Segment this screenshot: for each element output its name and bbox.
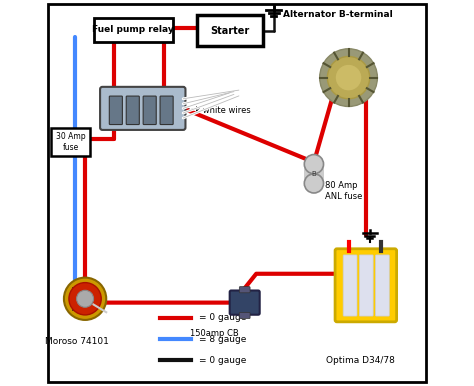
Text: B: B [311,171,316,177]
Text: Moroso 74101: Moroso 74101 [46,337,109,345]
Circle shape [304,154,324,174]
FancyBboxPatch shape [343,255,357,316]
Circle shape [319,49,377,107]
FancyBboxPatch shape [93,18,173,42]
Text: Alternator B-terminal: Alternator B-terminal [283,10,393,19]
FancyBboxPatch shape [239,312,250,318]
FancyBboxPatch shape [51,129,90,156]
FancyBboxPatch shape [335,249,397,322]
Text: Optima D34/78: Optima D34/78 [326,356,394,365]
Text: = 0 gauge: = 0 gauge [199,313,246,322]
FancyBboxPatch shape [230,291,260,315]
Text: 30 Amp
fuse: 30 Amp fuse [56,132,85,152]
Text: 150amp CB: 150amp CB [190,329,238,338]
FancyBboxPatch shape [304,164,324,183]
FancyBboxPatch shape [109,96,122,125]
Circle shape [77,290,93,307]
Text: 80 Amp
ANL fuse: 80 Amp ANL fuse [326,181,363,201]
Text: = 8 gauge: = 8 gauge [199,335,246,344]
FancyBboxPatch shape [100,87,185,130]
FancyBboxPatch shape [143,96,156,125]
Circle shape [64,278,106,320]
FancyBboxPatch shape [72,287,80,310]
FancyBboxPatch shape [197,15,263,46]
FancyBboxPatch shape [126,96,139,125]
FancyBboxPatch shape [375,255,389,316]
Text: Starter: Starter [210,25,250,36]
Text: Fuel pump relay: Fuel pump relay [92,25,174,34]
FancyBboxPatch shape [160,96,173,125]
FancyBboxPatch shape [359,255,373,316]
Circle shape [335,64,362,91]
Text: = 0 gauge: = 0 gauge [199,356,246,365]
Text: Stock white wires: Stock white wires [177,106,251,115]
Circle shape [69,283,101,315]
FancyBboxPatch shape [239,287,250,293]
Circle shape [304,174,324,193]
Circle shape [328,56,370,99]
